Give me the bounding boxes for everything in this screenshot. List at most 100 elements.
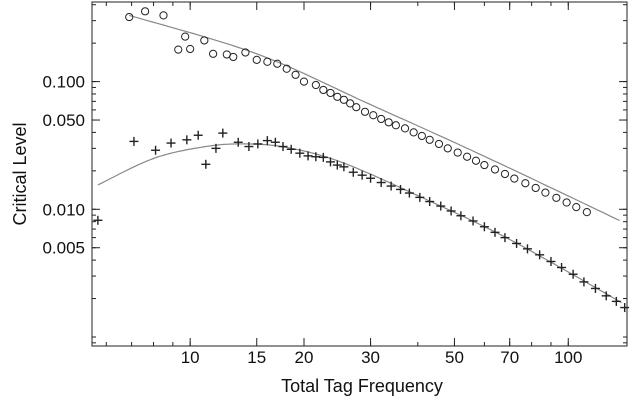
data-point-circle: [346, 99, 355, 108]
data-point-circle: [241, 48, 250, 57]
data-point-circle: [299, 77, 309, 86]
plot-frame: [91, 1, 628, 347]
x-tick-label: 100: [554, 348, 582, 367]
data-point-plus: [366, 173, 376, 183]
data-point-plus: [522, 244, 532, 254]
data-point-plus: [253, 139, 263, 149]
data-point-plus: [446, 206, 456, 216]
data-point-circle: [443, 144, 452, 153]
data-point-plus: [318, 152, 328, 162]
data-point-circle: [552, 193, 561, 202]
data-point-circle: [400, 124, 410, 133]
data-point-circle: [339, 95, 348, 104]
data-point-plus: [479, 222, 489, 232]
y-tick-labels: 0.100 0.050 0.010 0.005: [42, 73, 85, 258]
data-point-plus: [500, 233, 510, 243]
x-tick-label: 10: [181, 348, 200, 367]
data-point-plus: [233, 137, 243, 147]
data-point-plus: [151, 145, 161, 155]
x-axis-ticks: [105, 2, 569, 346]
data-point-plus: [620, 303, 629, 313]
data-point-circle: [174, 45, 183, 54]
data-point-plus: [386, 181, 396, 191]
y-tick-label: 0.005: [42, 239, 85, 258]
data-point-plus: [425, 197, 435, 207]
data-point-plus: [404, 188, 414, 198]
data-point-circle: [282, 64, 291, 73]
data-point-circle: [471, 156, 481, 165]
data-point-circle: [425, 135, 434, 144]
data-point-circle: [377, 114, 386, 124]
data-point-plus: [468, 216, 478, 226]
data-point-circle: [521, 179, 530, 188]
data-point-circle: [490, 165, 500, 174]
data-point-circle: [391, 121, 400, 130]
data-point-circle: [453, 148, 462, 157]
data-point-plus: [357, 170, 367, 180]
x-tick-label: 30: [361, 348, 380, 367]
data-point-plus: [456, 211, 466, 221]
data-point-plus: [568, 269, 578, 279]
data-point-circle: [229, 52, 238, 62]
data-point-circle: [209, 49, 218, 58]
data-point-circle: [572, 203, 581, 212]
data-point-plus: [557, 263, 567, 273]
y-axis-ticks: [92, 4, 627, 344]
data-point-plus: [376, 178, 386, 188]
data-point-circle: [252, 55, 261, 64]
data-point-circle: [291, 70, 300, 79]
data-point-circle: [181, 32, 190, 41]
data-point-plus: [182, 135, 192, 145]
data-point-circle: [319, 85, 328, 95]
data-point-circle: [360, 107, 370, 116]
data-point-circle: [480, 160, 489, 170]
data-point-circle: [369, 111, 378, 120]
data-point-plus: [579, 277, 589, 287]
data-point-plus: [201, 159, 211, 169]
data-point-circle: [510, 174, 519, 183]
data-point-circle: [500, 169, 510, 179]
data-point-plus: [415, 192, 425, 202]
data-point-circle: [263, 57, 272, 66]
data-point-circle: [531, 183, 540, 193]
fit-curve-series-1: [129, 14, 620, 222]
data-point-plus: [339, 162, 349, 172]
data-point-circle: [384, 118, 393, 127]
data-point-circle: [541, 188, 550, 197]
y-tick-label: 0.050: [42, 111, 85, 130]
data-point-plus: [211, 143, 221, 153]
data-point-circle: [417, 131, 426, 141]
data-point-plus: [325, 157, 335, 167]
data-point-plus: [611, 296, 621, 306]
data-point-plus: [546, 257, 556, 267]
data-point-circle: [333, 92, 342, 101]
data-point-plus: [535, 250, 545, 260]
data-point-circle: [186, 44, 195, 54]
x-tick-label: 50: [445, 348, 464, 367]
data-point-circle: [409, 128, 418, 137]
data-point-circle: [141, 7, 150, 16]
data-point-circle: [311, 80, 320, 90]
data-point-plus: [193, 130, 203, 140]
data-point-plus: [270, 137, 280, 147]
data-point-circle: [434, 139, 444, 149]
data-point-circle: [125, 12, 134, 22]
data-point-plus: [436, 201, 446, 211]
data-point-circle: [200, 36, 209, 45]
data-point-circle: [273, 59, 282, 68]
data-point-circle: [326, 88, 335, 98]
data-point-plus: [262, 136, 272, 146]
data-point-plus: [348, 167, 358, 177]
data-point-plus: [490, 227, 500, 237]
data-point-plus: [286, 144, 296, 154]
y-axis-title: Critical Level: [10, 122, 30, 225]
data-point-plus: [93, 215, 103, 225]
data-point-plus: [278, 142, 288, 152]
data-point-plus: [590, 283, 600, 293]
data-point-plus: [166, 138, 176, 148]
data-point-plus: [303, 151, 313, 161]
data-point-plus: [244, 142, 254, 152]
data-point-circle: [462, 152, 472, 161]
